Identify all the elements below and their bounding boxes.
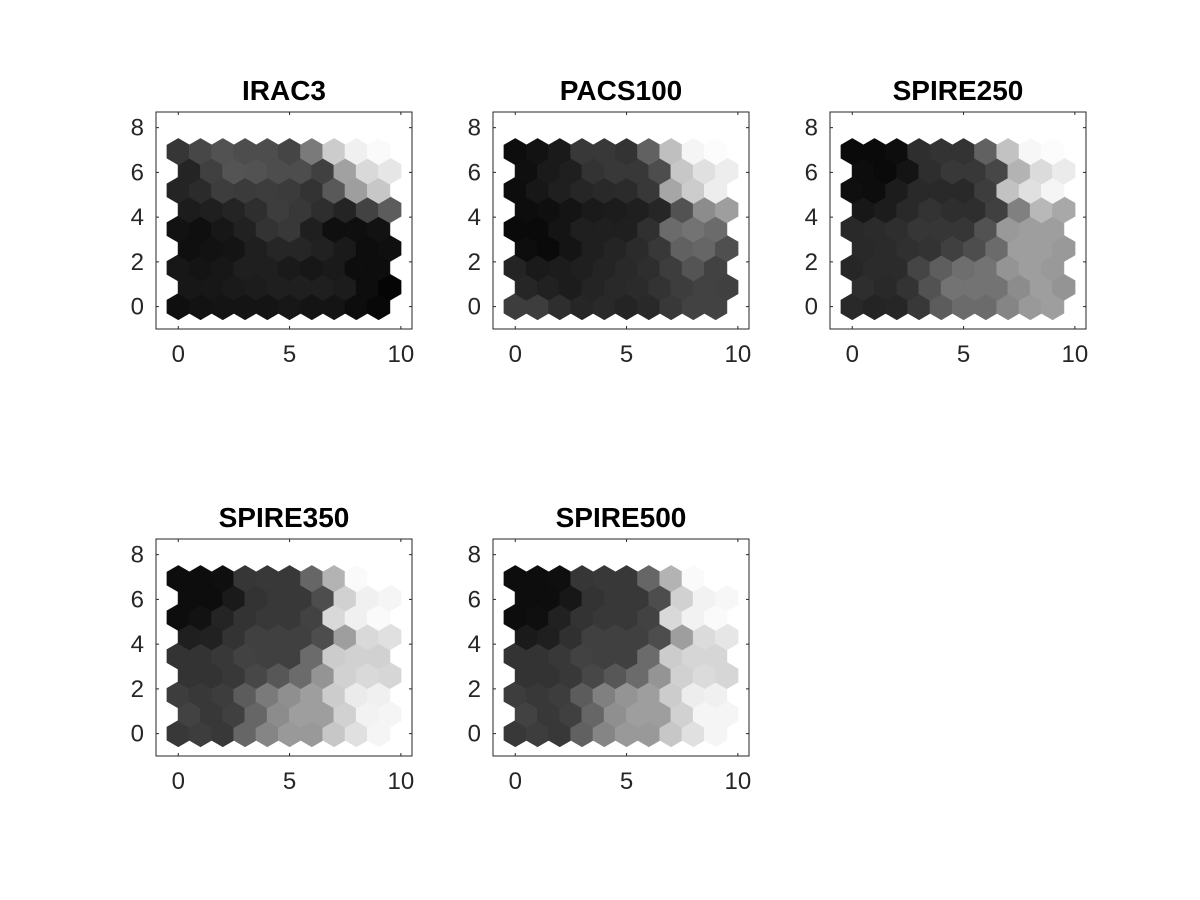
y-tick-label: 0 [131,294,144,321]
axes-box [155,111,413,330]
chart-title: SPIRE250 [893,75,1024,106]
y-tick-label: 0 [468,721,481,748]
x-tick-label: 0 [172,341,185,368]
y-tick-label: 2 [131,249,144,276]
chart-title: IRAC3 [242,75,326,106]
x-tick-label: 0 [509,341,522,368]
y-tick-label: 2 [468,249,481,276]
x-tick-label: 10 [388,768,415,795]
x-tick-label: 5 [620,768,633,795]
x-tick-label: 5 [957,341,970,368]
y-tick-label: 4 [131,631,144,658]
y-tick-label: 2 [131,676,144,703]
y-tick-label: 8 [131,542,144,569]
y-tick-label: 6 [805,159,818,186]
y-tick-label: 4 [468,204,481,231]
y-tick-label: 0 [468,294,481,321]
chart-panel-0: 0 5 10 0 2 4 6 8 IRAC3 [131,75,415,368]
y-tick-label: 0 [805,294,818,321]
axes-box [829,111,1087,330]
hex-cell [1040,138,1065,166]
y-tick-label: 4 [805,204,818,231]
y-tick-label: 8 [468,542,481,569]
x-tick-label: 5 [620,341,633,368]
x-tick-label: 0 [846,341,859,368]
x-tick-label: 10 [725,768,752,795]
y-tick-label: 8 [805,115,818,142]
y-tick-label: 6 [131,586,144,613]
chart-title: PACS100 [560,75,682,106]
chart-panel-4: 0 5 10 0 2 4 6 8 SPIRE500 [468,502,752,795]
hex-cell [366,565,391,593]
x-tick-label: 0 [509,768,522,795]
hex-cell [703,565,728,593]
x-tick-label: 10 [388,341,415,368]
y-tick-label: 8 [131,115,144,142]
y-tick-label: 4 [468,631,481,658]
chart-title: SPIRE350 [219,502,350,533]
y-tick-label: 6 [468,586,481,613]
chart-title: SPIRE500 [556,502,687,533]
hex-cell [366,138,391,166]
y-tick-label: 0 [131,721,144,748]
chart-panel-3: 0 5 10 0 2 4 6 8 SPIRE350 [131,502,415,795]
y-tick-label: 4 [131,204,144,231]
hex-cell [703,138,728,166]
axes-box [492,538,750,757]
axes-box [155,538,413,757]
x-tick-label: 10 [725,341,752,368]
y-tick-label: 8 [468,115,481,142]
axes-box [492,111,750,330]
y-tick-label: 6 [468,159,481,186]
chart-panel-2: 0 5 10 0 2 4 6 8 SPIRE250 [805,75,1089,368]
y-tick-label: 2 [805,249,818,276]
y-tick-label: 2 [468,676,481,703]
chart-panel-1: 0 5 10 0 2 4 6 8 PACS100 [468,75,752,368]
x-tick-label: 5 [283,341,296,368]
x-tick-label: 10 [1062,341,1089,368]
x-tick-label: 5 [283,768,296,795]
y-tick-label: 6 [131,159,144,186]
x-tick-label: 0 [172,768,185,795]
